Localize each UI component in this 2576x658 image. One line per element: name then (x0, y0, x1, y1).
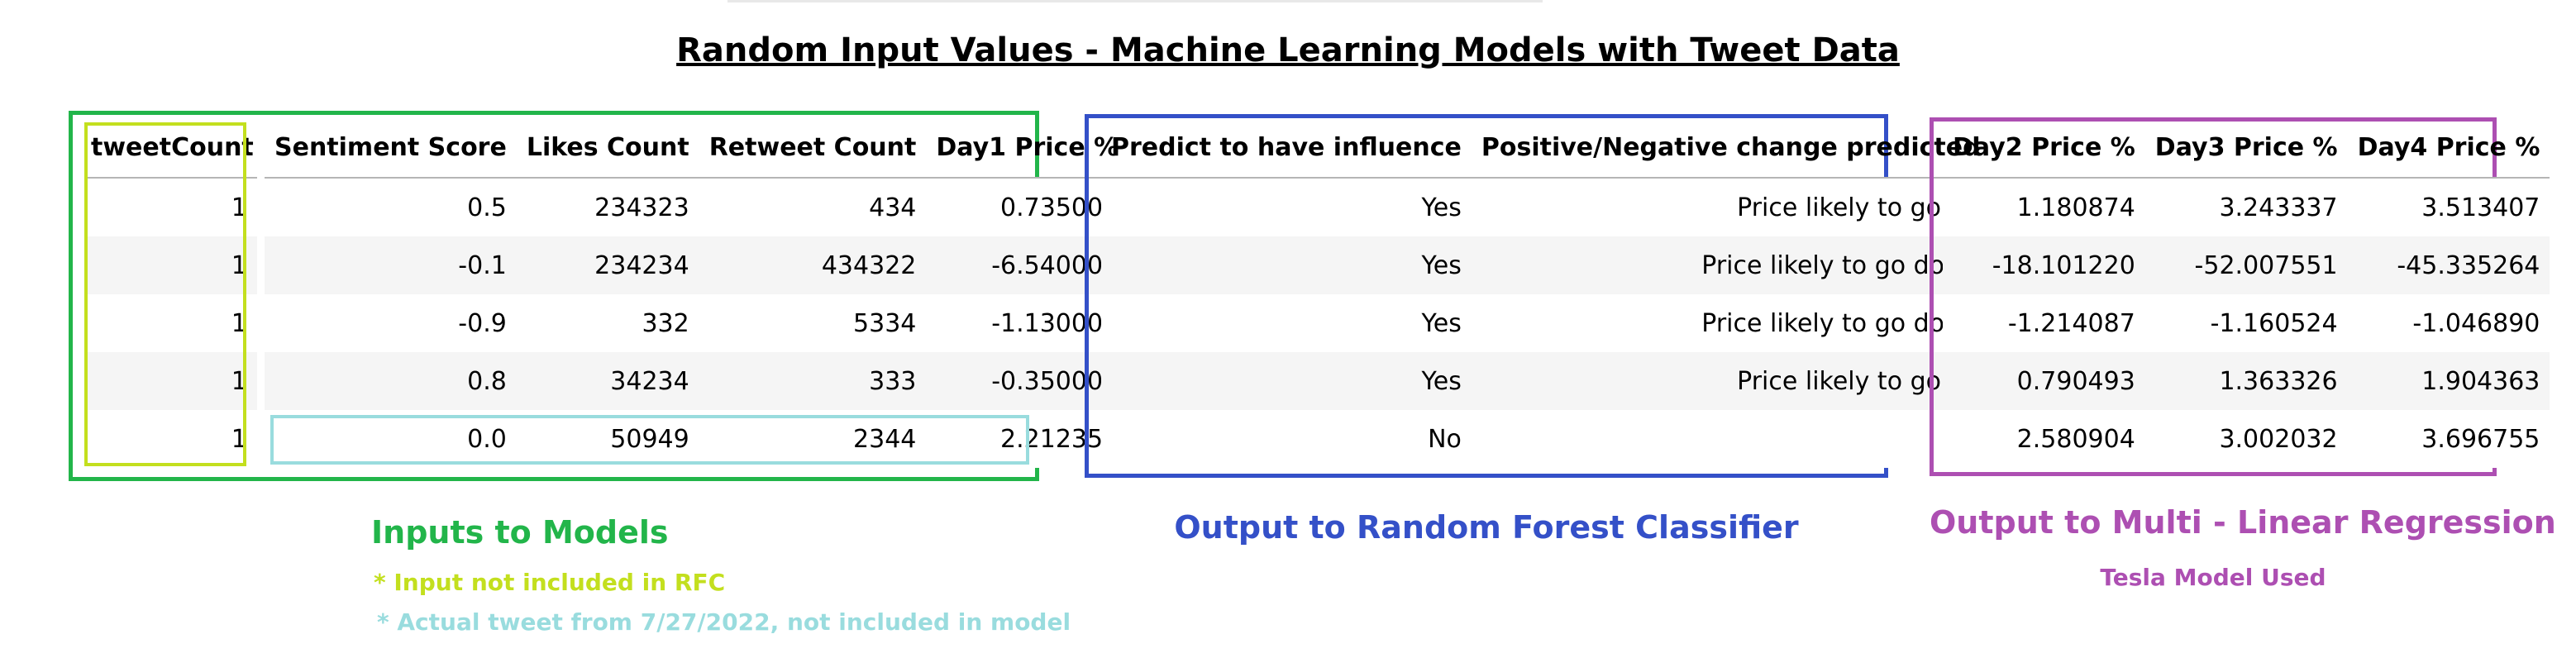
column-header: Day2 Price % (1943, 117, 2145, 179)
column-header: Day3 Price % (2144, 117, 2348, 179)
table-cell: Price likely to go up (1471, 352, 1991, 410)
column-header: Day4 Price % (2347, 117, 2550, 179)
table-row: Yes Price likely to go down (1101, 236, 1991, 294)
table-header-row: Day2 Price % Day3 Price % Day4 Price % (1943, 117, 2550, 179)
table-cell: -6.540000 (926, 236, 1129, 294)
table-cell: -1.214087 (1943, 294, 2145, 352)
table-cell: -1.130000 (926, 294, 1129, 352)
table-cell: Price likely to go up (1471, 178, 1991, 236)
page-title: Random Input Values - Machine Learning M… (676, 31, 1900, 69)
table-cell: 50949 (516, 410, 699, 468)
table-header-row: Sentiment Score Likes Count Retweet Coun… (265, 117, 1129, 179)
table-cell: 333 (699, 352, 927, 410)
table-cell: 2344 (699, 410, 927, 468)
column-header-tweetcount: tweetCount (88, 117, 257, 179)
table-row: 0.0 50949 2344 2.212356 (265, 410, 1129, 468)
table-cell: 332 (516, 294, 699, 352)
table-cell: 0.735000 (926, 178, 1129, 236)
column-header: Likes Count (516, 117, 699, 179)
table-cell: -0.1 (265, 236, 517, 294)
table-row: 2.580904 3.002032 3.696755 (1943, 410, 2550, 468)
table-row: No (1101, 410, 1991, 468)
table-cell: 434 (699, 178, 927, 236)
table-cell: Price likely to go down (1471, 236, 1991, 294)
table-cell: -18.101220 (1943, 236, 2145, 294)
table-header-row: Predict to have influence Positive/Negat… (1101, 117, 1991, 179)
table-cell: -1.046890 (2347, 294, 2550, 352)
table-header-row: tweetCount (88, 117, 257, 179)
table-row: 0.5 234323 434 0.735000 (265, 178, 1129, 236)
rfc-table: Predict to have influence Positive/Negat… (1101, 117, 1991, 468)
column-header: Predict to have influence (1101, 117, 1472, 179)
table-cell: -1.160524 (2144, 294, 2348, 352)
actual-tweet-note: * Actual tweet from 7/27/2022, not inclu… (377, 608, 1071, 636)
tweetcount-highlight-box (84, 122, 246, 466)
table-row: 0.8 34234 333 -0.350000 (265, 352, 1129, 410)
table-cell: 1.180874 (1943, 178, 2145, 236)
column-header: Sentiment Score (265, 117, 517, 179)
table-cell: 3.002032 (2144, 410, 2348, 468)
table-cell: 3.696755 (2347, 410, 2550, 468)
table-cell: 5334 (699, 294, 927, 352)
table-cell: 434322 (699, 236, 927, 294)
table-cell: 1 (88, 178, 257, 236)
table-cell (1471, 410, 1991, 468)
inputs-caption: Inputs to Models (371, 514, 669, 551)
table-row: 1.180874 3.243337 3.513407 (1943, 178, 2550, 236)
table-cell: Yes (1101, 352, 1472, 410)
table-row: -18.101220 -52.007551 -45.335264 (1943, 236, 2550, 294)
table-row: -1.214087 -1.160524 -1.046890 (1943, 294, 2550, 352)
actual-tweet-highlight-box (270, 415, 1029, 465)
column-header: Positive/Negative change predicted (1471, 117, 1991, 179)
input-not-in-rfc-note: * Input not included in RFC (374, 569, 726, 596)
mlr-table: Day2 Price % Day3 Price % Day4 Price % 1… (1943, 117, 2550, 468)
table-cell: -0.350000 (926, 352, 1129, 410)
table-cell: Yes (1101, 236, 1472, 294)
table-row: 0.790493 1.363326 1.904363 (1943, 352, 2550, 410)
table-cell: 3.243337 (2144, 178, 2348, 236)
table-cell: 234323 (516, 178, 699, 236)
table-cell: 1.363326 (2144, 352, 2348, 410)
mlr-caption: Output to Multi - Linear Regression (1930, 504, 2556, 541)
tweetcount-table: tweetCount 1 1 1 1 1 (88, 117, 257, 468)
table-cell: Yes (1101, 178, 1472, 236)
table-cell: Yes (1101, 294, 1472, 352)
table-row: 1 (88, 236, 257, 294)
table-cell: 0.790493 (1943, 352, 2145, 410)
table-row: Yes Price likely to go up (1101, 352, 1991, 410)
table-cell: 234234 (516, 236, 699, 294)
table-cell: 1 (88, 236, 257, 294)
mlr-subcaption: Tesla Model Used (2100, 564, 2326, 591)
table-row: Yes Price likely to go up (1101, 178, 1991, 236)
table-cell: 0.0 (265, 410, 517, 468)
table-cell: 1.904363 (2347, 352, 2550, 410)
table-cell: 0.5 (265, 178, 517, 236)
table-cell: -45.335264 (2347, 236, 2550, 294)
table-cell: -0.9 (265, 294, 517, 352)
table-row: 1 (88, 178, 257, 236)
table-row: -0.1 234234 434322 -6.540000 (265, 236, 1129, 294)
table-row: -0.9 332 5334 -1.130000 (265, 294, 1129, 352)
column-header: Retweet Count (699, 117, 927, 179)
table-cell: 0.8 (265, 352, 517, 410)
inputs-table: Sentiment Score Likes Count Retweet Coun… (265, 117, 1129, 468)
table-cell: No (1101, 410, 1472, 468)
table-cell: 3.513407 (2347, 178, 2550, 236)
rfc-caption: Output to Random Forest Classifier (1174, 509, 1799, 546)
table-row: Yes Price likely to go down (1101, 294, 1991, 352)
table-cell: -52.007551 (2144, 236, 2348, 294)
table-row: 1 (88, 410, 257, 468)
table-cell: Price likely to go down (1471, 294, 1991, 352)
top-edge-bar (727, 0, 1543, 2)
table-cell: 34234 (516, 352, 699, 410)
table-cell: 1 (88, 410, 257, 468)
table-cell: 2.580904 (1943, 410, 2145, 468)
